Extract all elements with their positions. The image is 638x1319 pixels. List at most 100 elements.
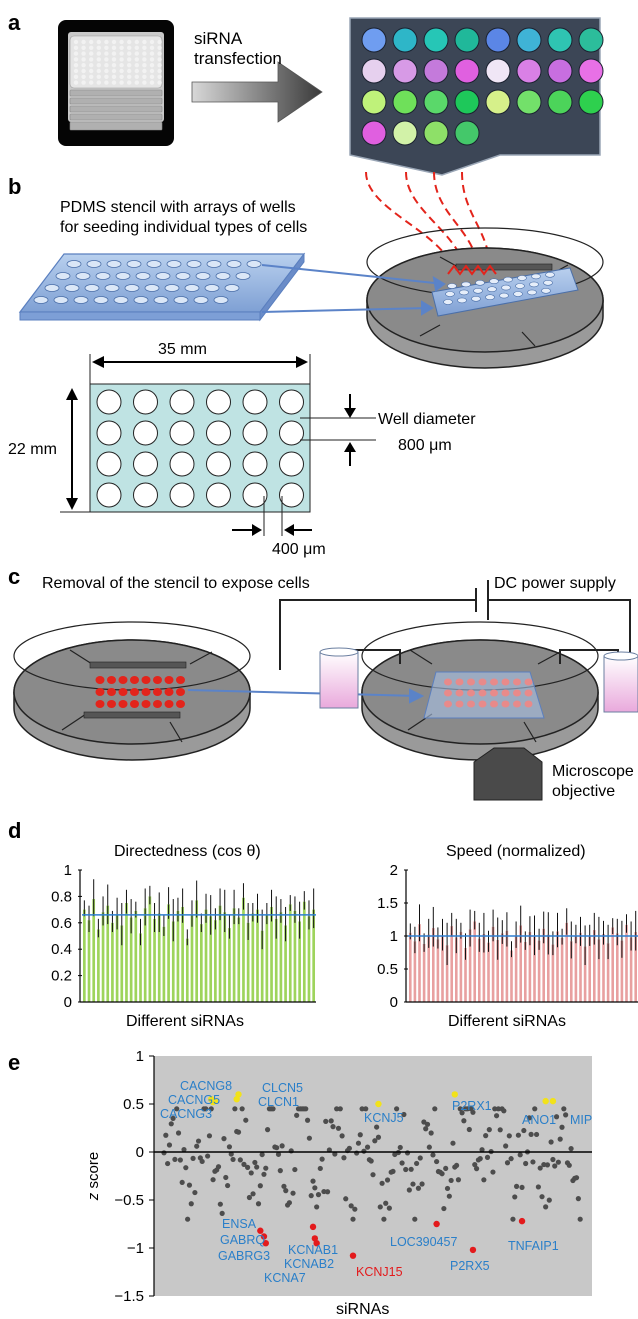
data-point — [455, 1177, 462, 1183]
gene-label: TNFAIP1 — [508, 1239, 559, 1253]
cell-spot — [141, 688, 151, 696]
dimension-well — [96, 482, 122, 508]
dimension-well — [133, 420, 158, 446]
stencil-photo-well — [149, 68, 155, 74]
low-score-point — [260, 1233, 268, 1240]
bar — [204, 909, 208, 1002]
data-point — [397, 1144, 403, 1151]
gene-label: CACNG3 — [160, 1107, 212, 1121]
stencil-well — [66, 260, 82, 268]
data-point — [250, 1191, 256, 1197]
data-point — [512, 1194, 518, 1200]
data-point — [490, 1169, 496, 1175]
dimension-well — [279, 451, 304, 477]
bar — [570, 941, 573, 1002]
data-point — [264, 1127, 271, 1133]
bar — [260, 930, 264, 1002]
stencil-removal-caption: Removal of the stencil to expose cells — [42, 575, 310, 592]
bar — [223, 912, 227, 1002]
data-point — [179, 1179, 185, 1186]
data-point — [448, 1177, 454, 1184]
gene-label: CACNG5 — [168, 1093, 220, 1107]
stencil-well — [184, 284, 200, 292]
stencil-photo-well — [73, 45, 79, 50]
stencil-photo-well — [157, 51, 162, 56]
dish-stencil-well — [487, 286, 497, 293]
dimension-well — [206, 389, 231, 415]
data-point — [528, 1131, 534, 1137]
microscope-label-2: objective — [552, 783, 615, 800]
stencil-photo-well — [157, 68, 162, 74]
data-point — [161, 1150, 167, 1156]
transfected-well — [361, 27, 387, 53]
stencil-photo-well — [149, 39, 155, 45]
bar — [524, 941, 527, 1002]
cell-spot-faded — [467, 678, 475, 686]
dimension-well — [169, 451, 195, 477]
stencil-photo-well — [127, 68, 132, 74]
gene-label: KCNJ5 — [364, 1111, 404, 1125]
bar — [115, 914, 119, 1002]
speed-xlabel: Different siRNAs — [448, 1013, 566, 1030]
data-point — [315, 1192, 322, 1198]
data-point — [163, 1132, 169, 1138]
data-point — [557, 1136, 563, 1142]
cell-spot-faded — [513, 689, 521, 697]
dish-stencil-well — [461, 281, 471, 288]
well-diameter-value: 800 μm — [398, 437, 452, 454]
data-point — [419, 1181, 425, 1187]
data-point — [506, 1133, 512, 1139]
stencil-photo-well — [127, 62, 132, 68]
data-point — [166, 1142, 173, 1148]
transfected-well — [392, 58, 418, 84]
stencil-photo-well — [96, 80, 102, 85]
cell-spot — [176, 688, 185, 696]
cell-spot — [118, 700, 128, 708]
bar — [593, 930, 596, 1002]
cell-spot — [130, 700, 139, 708]
cell-spot — [141, 676, 151, 684]
bar — [510, 950, 513, 1002]
data-point — [381, 1216, 387, 1222]
stencil-well — [213, 296, 229, 304]
dimension-well — [169, 420, 195, 446]
stencil-photo-well — [111, 80, 117, 85]
stencil-well — [193, 296, 209, 304]
data-point — [493, 1113, 500, 1119]
transfected-well — [578, 27, 604, 53]
transfected-well — [361, 89, 387, 115]
data-point — [335, 1125, 342, 1131]
dimension-well — [242, 420, 268, 446]
stencil-well — [73, 296, 89, 304]
cell-spot-faded — [513, 678, 521, 686]
transfected-well — [454, 27, 480, 53]
bar — [583, 946, 587, 1002]
data-point — [379, 1180, 385, 1186]
stencil-photo-well — [157, 57, 162, 62]
bar — [413, 941, 417, 1002]
dish-stencil-well — [515, 283, 525, 289]
data-point — [423, 1126, 429, 1132]
stencil-photo-well — [89, 39, 94, 45]
bar — [560, 937, 564, 1002]
bar — [473, 921, 476, 1002]
cell-spot-faded — [478, 689, 487, 697]
dimension-well — [279, 389, 304, 415]
dish-stencil-well — [501, 284, 511, 291]
bar — [139, 933, 142, 1002]
salt-bridge-beaker-right — [603, 651, 638, 713]
y-tick-label: −1 — [127, 1240, 144, 1257]
stencil-photo-well — [142, 39, 147, 45]
bar — [148, 896, 152, 1002]
data-point — [386, 1205, 392, 1211]
dimension-well — [169, 482, 195, 508]
dimension-well — [169, 389, 195, 415]
stencil-photo-well — [81, 62, 86, 68]
stencil-photo-well — [104, 51, 109, 56]
transfected-well — [454, 120, 480, 146]
bar — [218, 905, 222, 1002]
data-point — [552, 1163, 558, 1169]
cell-spot-faded — [524, 678, 533, 686]
cell-spot — [164, 700, 174, 708]
dish-stencil-well — [541, 287, 551, 294]
